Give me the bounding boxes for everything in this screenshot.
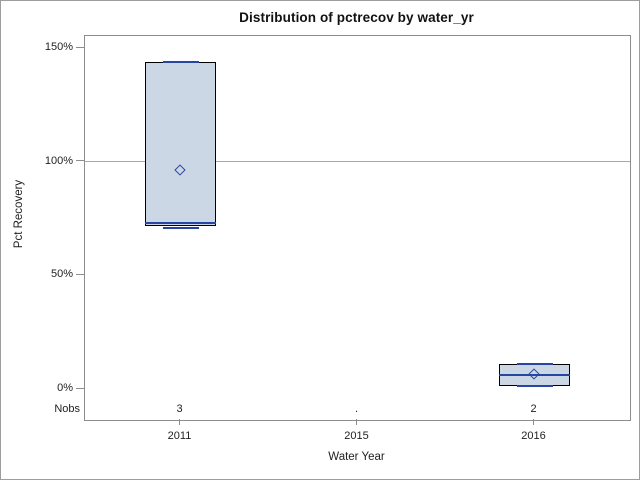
y-tick-label-0%: 0% (57, 382, 73, 394)
min-cap-2016 (516, 385, 553, 388)
x-tick-label-2015: 2015 (344, 430, 369, 442)
nobs-row-label: Nobs (54, 403, 80, 415)
y-axis-title: Pct Recovery (13, 179, 25, 249)
y-tick-50% (76, 273, 84, 275)
y-tick-0% (76, 387, 84, 389)
y-tick-label-50%: 50% (50, 268, 73, 281)
min-cap-2011 (162, 227, 199, 230)
x-axis-title: Water Year (328, 451, 385, 463)
chart-title: Distribution of pctrecov by water_yr (239, 10, 474, 25)
y-tick-150% (76, 46, 84, 48)
x-tick-label-2011: 2011 (167, 430, 192, 442)
median-line-2011 (145, 222, 216, 225)
plot-area (84, 35, 631, 421)
x-tick-2015 (356, 419, 357, 425)
median-line-2016 (499, 373, 570, 376)
x-tick-2011 (179, 419, 180, 425)
nobs-value-2011: 3 (176, 403, 183, 415)
reference-line-100pct (85, 161, 630, 163)
y-tick-label-150%: 150% (44, 41, 73, 53)
nobs-value-2015: . (354, 403, 359, 415)
max-cap-2011 (162, 61, 199, 64)
y-tick-100% (76, 160, 84, 162)
x-tick-2016 (533, 419, 534, 425)
x-tick-label-2016: 2016 (521, 430, 546, 442)
box-2011 (145, 62, 216, 226)
max-cap-2016 (516, 363, 553, 366)
y-tick-label-100%: 100% (44, 154, 73, 167)
nobs-value-2016: 2 (530, 403, 537, 415)
